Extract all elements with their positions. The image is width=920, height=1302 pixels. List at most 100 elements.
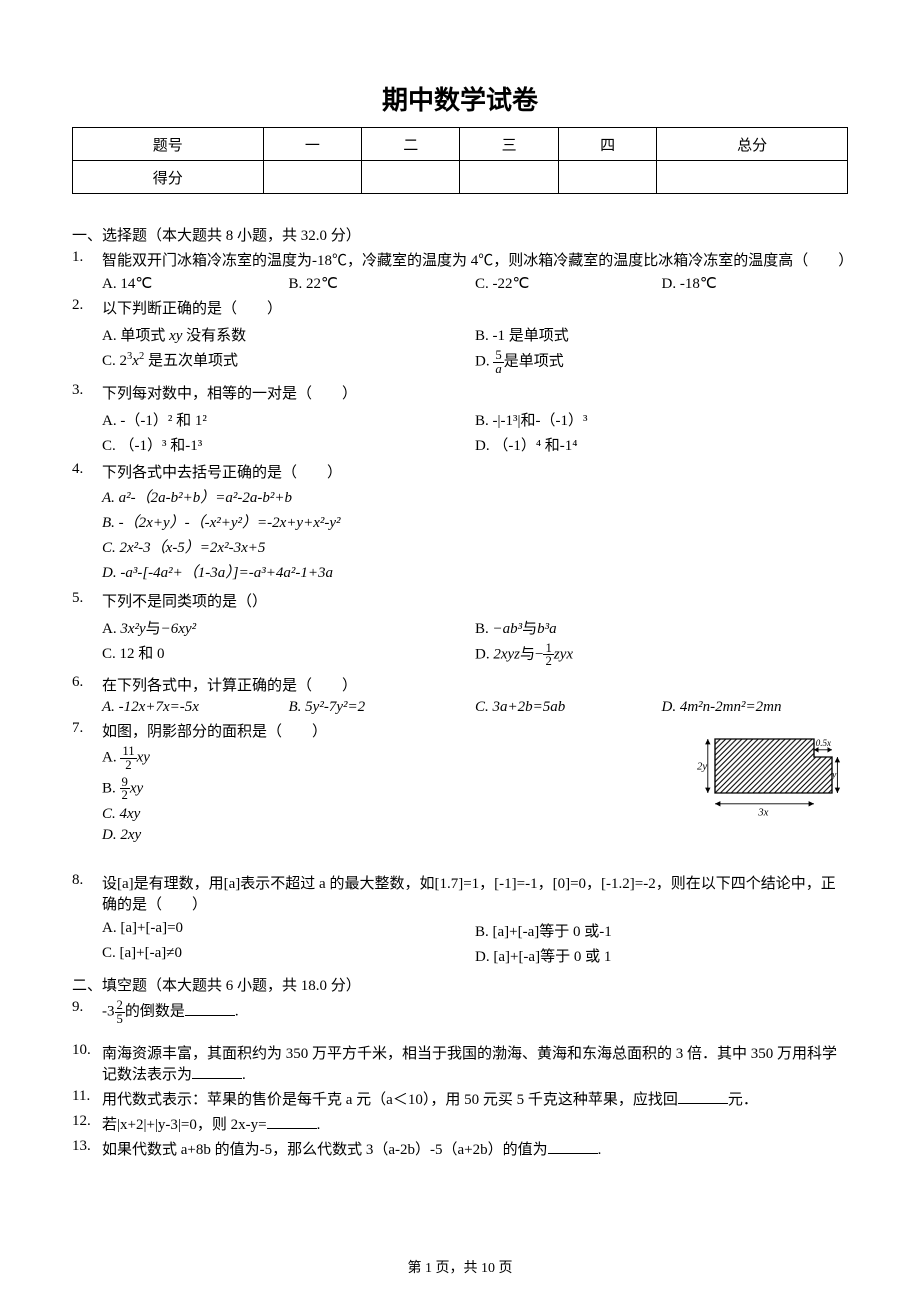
option-a: A. a²-（2a-b²+b）=a²-2a-b²+b bbox=[102, 486, 848, 507]
option-c: C. 3a+2b=5ab bbox=[475, 699, 662, 716]
option-a: A. 14℃ bbox=[102, 274, 289, 293]
opt-text: 与 bbox=[520, 646, 535, 662]
option-c: C. -22℃ bbox=[475, 274, 662, 293]
question-13: 13. 如果代数式 a+8b 的值为-5，那么代数式 3（a-2b）-5（a+2… bbox=[72, 1138, 848, 1159]
option-a: A. 3x²y与−6xy² bbox=[102, 617, 475, 638]
question-number: 6. bbox=[72, 674, 102, 716]
score-th-2: 二 bbox=[362, 128, 460, 161]
question-8: 8. 设[a]是有理数，用[a]表示不超过 a 的最大整数，如[1.7]=1，[… bbox=[72, 872, 848, 968]
option-b: B. 5y²-7y²=2 bbox=[289, 699, 476, 716]
opt-text: A. bbox=[102, 621, 120, 637]
option-c: C. 12 和 0 bbox=[102, 642, 475, 669]
frac-den: 2 bbox=[120, 789, 130, 802]
opt-text: C. 2 bbox=[102, 353, 127, 369]
opt-text: 与 bbox=[522, 621, 537, 637]
question-11: 11. 用代数式表示：苹果的售价是每千克 a 元（a＜10），用 50 元买 5… bbox=[72, 1088, 848, 1109]
option-d: D. 5a是单项式 bbox=[475, 349, 848, 376]
question-text: 在下列各式中，计算正确的是（ ） bbox=[102, 674, 848, 695]
opt-text: D. bbox=[475, 354, 493, 370]
q-text: 用代数式表示：苹果的售价是每千克 a 元（a＜10），用 50 元买 5 千克这… bbox=[102, 1092, 678, 1108]
option-c: C. 23x2 是五次单项式 bbox=[102, 349, 475, 376]
score-row-label: 得分 bbox=[73, 161, 264, 194]
question-2: 2. 以下判断正确的是（ ） A. 单项式 xy 没有系数 B. -1 是单项式… bbox=[72, 297, 848, 378]
fill-blank bbox=[267, 1113, 317, 1129]
question-9: 9. -325的倒数是. bbox=[72, 999, 848, 1026]
score-cell bbox=[362, 161, 460, 194]
question-12: 12. 若|x+2|+|y-3|=0，则 2x-y=. bbox=[72, 1113, 848, 1134]
score-th-total: 总分 bbox=[657, 128, 848, 161]
option-b: B. [a]+[-a]等于 0 或-1 bbox=[475, 920, 848, 941]
option-b: B. -1 是单项式 bbox=[475, 324, 848, 345]
score-th-1: 一 bbox=[263, 128, 361, 161]
question-number: 9. bbox=[72, 999, 102, 1026]
opt-text: B. bbox=[475, 621, 493, 637]
option-a: A. -（-1）² 和 1² bbox=[102, 409, 475, 430]
q-text: 如果代数式 a+8b 的值为-5，那么代数式 3（a-2b）-5（a+2b）的值… bbox=[102, 1142, 548, 1158]
opt-text: B. bbox=[102, 780, 120, 796]
option-d: D. [a]+[-a]等于 0 或 1 bbox=[475, 945, 848, 966]
page-title: 期中数学试卷 bbox=[72, 80, 848, 117]
fig-label-05x: 0.5x bbox=[816, 738, 831, 748]
q-text: . bbox=[235, 1004, 239, 1020]
question-number: 4. bbox=[72, 461, 102, 586]
option-c: C. 2x²-3（x-5）=2x²-3x+5 bbox=[102, 536, 848, 557]
option-a: A. -12x+7x=-5x bbox=[102, 699, 289, 716]
page-footer: 第 1 页，共 10 页 bbox=[0, 1257, 920, 1277]
option-b: B. −ab³与b³a bbox=[475, 617, 848, 638]
section-1-heading: 一、选择题（本大题共 8 小题，共 32.0 分） bbox=[72, 224, 848, 245]
question-4: 4. 下列各式中去括号正确的是（ ） A. a²-（2a-b²+b）=a²-2a… bbox=[72, 461, 848, 586]
option-d: D. 2xy bbox=[102, 827, 848, 844]
q-text: 元． bbox=[728, 1092, 758, 1108]
score-th-4: 四 bbox=[558, 128, 656, 161]
question-number: 8. bbox=[72, 872, 102, 968]
opt-text: A. 单项式 bbox=[102, 328, 169, 344]
question-number: 1. bbox=[72, 249, 102, 293]
table-row: 得分 bbox=[73, 161, 848, 194]
opt-text: 没有系数 bbox=[182, 328, 246, 344]
question-number: 3. bbox=[72, 382, 102, 457]
frac-num: 9 bbox=[120, 776, 130, 790]
q-text: . bbox=[598, 1142, 602, 1158]
option-b: B. -|-1³|和-（-1）³ bbox=[475, 409, 848, 430]
opt-text: D. bbox=[475, 646, 493, 662]
option-a: A. 单项式 xy 没有系数 bbox=[102, 324, 475, 345]
question-number: 13. bbox=[72, 1138, 102, 1159]
table-row: 题号 一 二 三 四 总分 bbox=[73, 128, 848, 161]
fill-blank bbox=[548, 1138, 598, 1154]
question-6: 6. 在下列各式中，计算正确的是（ ） A. -12x+7x=-5x B. 5y… bbox=[72, 674, 848, 716]
score-cell bbox=[657, 161, 848, 194]
frac-num: 11 bbox=[120, 745, 136, 759]
question-number: 5. bbox=[72, 590, 102, 671]
question-text: 设[a]是有理数，用[a]表示不超过 a 的最大整数，如[1.7]=1，[-1]… bbox=[102, 872, 848, 914]
opt-text: xy bbox=[130, 780, 143, 796]
question-5: 5. 下列不是同类项的是（） A. 3x²y与−6xy² B. −ab³与b³a… bbox=[72, 590, 848, 671]
fig-label-2y: 2y bbox=[697, 761, 707, 773]
fill-blank bbox=[192, 1063, 242, 1079]
score-cell bbox=[263, 161, 361, 194]
opt-text: 是五次单项式 bbox=[144, 353, 238, 369]
opt-text: 与 bbox=[146, 621, 161, 637]
question-text: 智能双开门冰箱冷冻室的温度为-18℃，冷藏室的温度为 4℃，则冰箱冷藏室的温度比… bbox=[102, 249, 848, 270]
frac-num: 2 bbox=[115, 999, 125, 1013]
q-text: -3 bbox=[102, 1004, 115, 1020]
option-a: A. [a]+[-a]=0 bbox=[102, 920, 475, 941]
q-text: . bbox=[317, 1117, 321, 1133]
opt-text: 是单项式 bbox=[504, 354, 564, 370]
question-3: 3. 下列每对数中，相等的一对是（ ） A. -（-1）² 和 1² B. -|… bbox=[72, 382, 848, 457]
option-d: D. 2xyz与−12zyx bbox=[475, 642, 848, 669]
option-d: D. 4m²n-2mn²=2mn bbox=[662, 699, 849, 716]
frac-den: 2 bbox=[120, 759, 136, 772]
question-number: 10. bbox=[72, 1042, 102, 1084]
option-b: B. -（2x+y）-（-x²+y²）=-2x+y+x²-y² bbox=[102, 511, 848, 532]
question-number: 2. bbox=[72, 297, 102, 378]
option-b: B. 22℃ bbox=[289, 274, 476, 293]
question-1: 1. 智能双开门冰箱冷冻室的温度为-18℃，冷藏室的温度为 4℃，则冰箱冷藏室的… bbox=[72, 249, 848, 293]
fig-label-3x: 3x bbox=[757, 807, 768, 819]
option-d: D. -18℃ bbox=[662, 274, 849, 293]
score-cell bbox=[460, 161, 558, 194]
option-c: C. （-1）³ 和-1³ bbox=[102, 434, 475, 455]
question-10: 10. 南海资源丰富，其面积约为 350 万平方千米，相当于我国的渤海、黄海和东… bbox=[72, 1042, 848, 1084]
fill-blank bbox=[678, 1088, 728, 1104]
option-d: D. （-1）⁴ 和-1⁴ bbox=[475, 434, 848, 455]
option-d: D. -a³-[-4a²+（1-3a）]=-a³+4a²-1+3a bbox=[102, 561, 848, 582]
